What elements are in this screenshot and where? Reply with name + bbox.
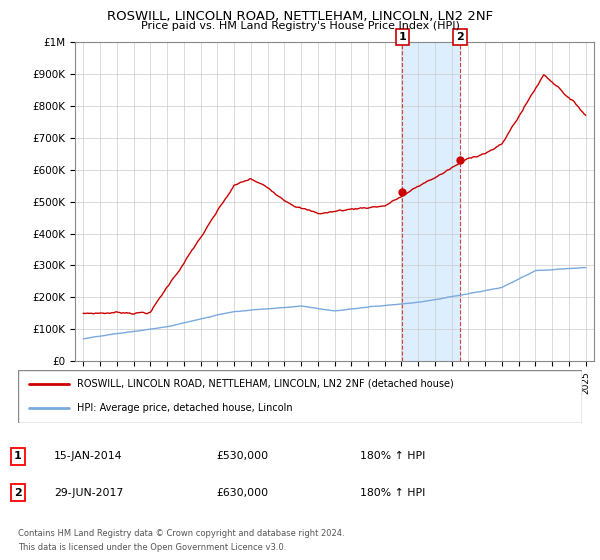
Text: 2: 2 bbox=[14, 488, 22, 498]
Text: HPI: Average price, detached house, Lincoln: HPI: Average price, detached house, Linc… bbox=[77, 403, 293, 413]
FancyBboxPatch shape bbox=[18, 370, 582, 423]
Text: 15-JAN-2014: 15-JAN-2014 bbox=[54, 451, 122, 461]
Text: 2: 2 bbox=[456, 32, 464, 42]
Text: £630,000: £630,000 bbox=[216, 488, 268, 498]
Text: ROSWILL, LINCOLN ROAD, NETTLEHAM, LINCOLN, LN2 2NF (detached house): ROSWILL, LINCOLN ROAD, NETTLEHAM, LINCOL… bbox=[77, 379, 454, 389]
Text: £530,000: £530,000 bbox=[216, 451, 268, 461]
Text: Contains HM Land Registry data © Crown copyright and database right 2024.: Contains HM Land Registry data © Crown c… bbox=[18, 529, 344, 538]
Text: This data is licensed under the Open Government Licence v3.0.: This data is licensed under the Open Gov… bbox=[18, 543, 286, 552]
Text: 1: 1 bbox=[398, 32, 406, 42]
Text: 1: 1 bbox=[14, 451, 22, 461]
Text: ROSWILL, LINCOLN ROAD, NETTLEHAM, LINCOLN, LN2 2NF: ROSWILL, LINCOLN ROAD, NETTLEHAM, LINCOL… bbox=[107, 10, 493, 23]
Text: 180% ↑ HPI: 180% ↑ HPI bbox=[360, 488, 425, 498]
Text: 29-JUN-2017: 29-JUN-2017 bbox=[54, 488, 123, 498]
Bar bbox=[403, 42, 460, 361]
Text: Price paid vs. HM Land Registry's House Price Index (HPI): Price paid vs. HM Land Registry's House … bbox=[140, 21, 460, 31]
Text: 180% ↑ HPI: 180% ↑ HPI bbox=[360, 451, 425, 461]
